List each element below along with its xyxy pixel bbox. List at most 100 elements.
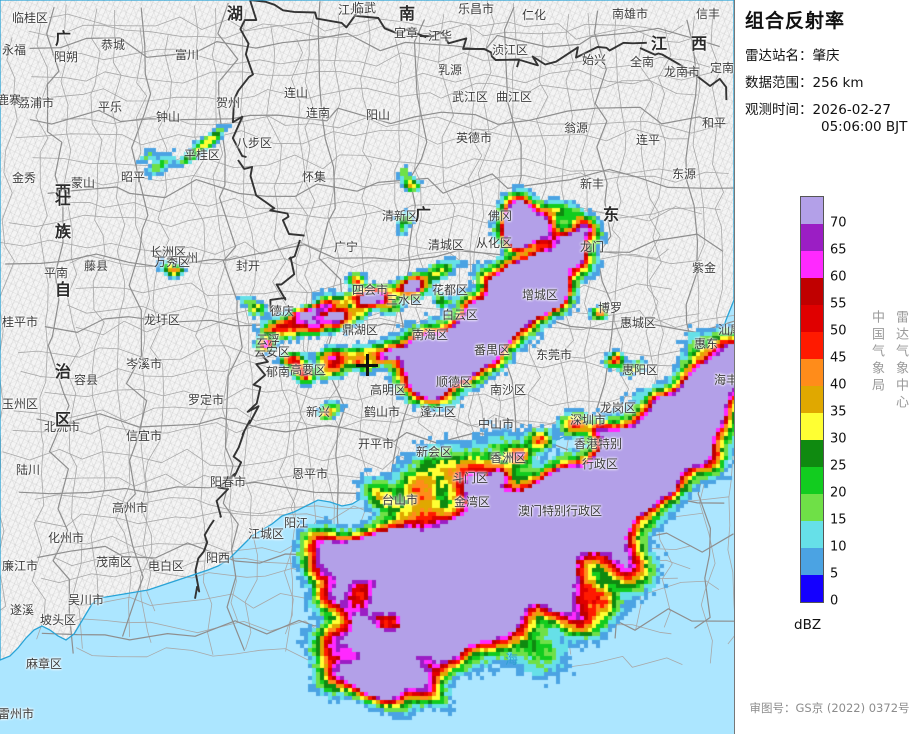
map-place-label: 桂平市 bbox=[1, 315, 39, 329]
map-province-label: 广 bbox=[54, 29, 74, 48]
map-province-label: 自 bbox=[54, 280, 74, 299]
colorbar-segment bbox=[801, 197, 823, 224]
map-place-label: 开平市 bbox=[357, 437, 395, 451]
map-place-label: 茂南区 bbox=[95, 555, 133, 569]
map-place-label: 佛冈 bbox=[487, 209, 513, 223]
map-place-label: 龙圩区 bbox=[143, 313, 181, 327]
colorbar-tick-label: 60 bbox=[830, 269, 847, 285]
map-place-label: 清城区 bbox=[427, 238, 465, 252]
colorbar-segment bbox=[801, 575, 823, 602]
map-place-label: 增城区 bbox=[521, 288, 559, 302]
map-place-label: 雷州市 bbox=[0, 707, 35, 721]
info-panel: 组合反射率 雷达站名：肇庆 数据范围：256 km 观测时间：2026-02-2… bbox=[734, 0, 924, 734]
colorbar-segment bbox=[801, 494, 823, 521]
time-value-date: 2026-02-27 bbox=[812, 102, 891, 118]
map-place-label: 曲江区 bbox=[495, 90, 533, 104]
colorbar-tick-label: 30 bbox=[830, 431, 847, 447]
map-place-label: 云浮 bbox=[255, 333, 281, 347]
map-place-label: 云安区 bbox=[253, 345, 291, 359]
map-place-label: 阳山 bbox=[365, 108, 391, 122]
map-place-label: 白云区 bbox=[441, 308, 479, 322]
map-place-label: 斗门区 bbox=[451, 471, 489, 485]
map-place-label: 八步区 bbox=[235, 136, 273, 150]
map-place-label: 连山 bbox=[283, 86, 309, 100]
map-place-label: 藤县 bbox=[83, 259, 109, 273]
map-province-label: 东 bbox=[602, 205, 622, 224]
map-place-label: 清新区 bbox=[381, 209, 419, 223]
colorbar-tick-label: 5 bbox=[830, 566, 839, 582]
map-sea-label: 海 bbox=[504, 653, 522, 668]
map-province-label: 西 bbox=[54, 182, 74, 201]
map-place-label: 博罗 bbox=[597, 301, 623, 315]
map-place-label: 玉州区 bbox=[1, 397, 39, 411]
map-place-label: 平乐 bbox=[97, 100, 123, 114]
map-place-label: 化州市 bbox=[47, 531, 85, 545]
brand-column-2: 雷达气象中心 bbox=[893, 310, 908, 412]
map-place-label: 坡头区 bbox=[39, 613, 77, 627]
map-place-label: 从化区 bbox=[475, 236, 513, 250]
map-province-label: 湖 bbox=[226, 4, 246, 23]
map-place-label: 北流市 bbox=[43, 420, 81, 434]
map-place-label: 麻章区 bbox=[25, 657, 63, 671]
map-place-label: 广宁 bbox=[333, 240, 359, 254]
map-place-label: 高要区 bbox=[289, 363, 327, 377]
colorbar-segment bbox=[801, 224, 823, 251]
map-province-label: 广 bbox=[414, 205, 434, 224]
map-place-label: 信宜市 bbox=[125, 429, 163, 443]
map-place-label: 行政区 bbox=[581, 457, 619, 471]
colorbar-segment bbox=[801, 305, 823, 332]
map-place-label: 荔浦市 bbox=[17, 96, 55, 110]
station-value: 肇庆 bbox=[812, 48, 840, 64]
range-value: 256 km bbox=[812, 75, 864, 91]
map-place-label: 武江区 bbox=[451, 90, 489, 104]
map-place-label: 香洲区 bbox=[489, 451, 527, 465]
map-place-label: 阳江 bbox=[283, 516, 309, 530]
map-place-label: 鹿寨 bbox=[0, 93, 22, 107]
map-place-label: 香港特别 bbox=[573, 437, 623, 451]
colorbar-tick-label: 45 bbox=[830, 350, 847, 366]
map-place-label: 钟山 bbox=[155, 110, 181, 124]
map-place-label: 四会市 bbox=[351, 283, 389, 297]
map-place-label: 惠城区 bbox=[619, 316, 657, 330]
colorbar-tick-label: 35 bbox=[830, 404, 847, 420]
radar-station-marker bbox=[356, 354, 378, 376]
map-place-label: 龙门 bbox=[579, 240, 605, 254]
map-place-label: 封开 bbox=[235, 259, 261, 273]
map-place-label: 连平 bbox=[635, 133, 661, 147]
map-province-label: 区 bbox=[54, 410, 74, 429]
colorbar bbox=[800, 196, 824, 603]
map-place-label: 英德市 bbox=[455, 131, 493, 145]
map-place-label: 海丰 bbox=[713, 373, 734, 387]
colorbar-segment bbox=[801, 386, 823, 413]
map-place-label: 梧州 bbox=[173, 251, 199, 265]
map-place-label: 鼎湖区 bbox=[341, 323, 379, 337]
colorbar-tick-label: 50 bbox=[830, 323, 847, 339]
colorbar-segment bbox=[801, 467, 823, 494]
map-place-label: 台山市 bbox=[381, 493, 419, 507]
colorbar-tick-label: 20 bbox=[830, 485, 847, 501]
colorbar-tick-label: 65 bbox=[830, 242, 847, 258]
map-place-label: 东源 bbox=[671, 167, 697, 181]
map-approval-number: 审图号：GS京 (2022) 0372号 bbox=[749, 701, 910, 715]
map-place-label: 南海区 bbox=[411, 328, 449, 342]
radar-map[interactable]: 临桂区 永福 恭城 阳朔 富川 江永 江华 临武 宜章 乐昌市 仁化 南雄市 信丰 荔浦市 鹿寨 平乐 钟山 贺州… bbox=[0, 0, 734, 734]
page-title: 组合反射率 bbox=[745, 10, 846, 32]
map-province-label: 壮 bbox=[54, 189, 74, 208]
colorbar-segment bbox=[801, 440, 823, 467]
map-place-label: 新丰 bbox=[579, 177, 605, 191]
colorbar-tick-label: 70 bbox=[830, 215, 847, 231]
agency-branding: 中国气象局 雷达气象中心 bbox=[866, 310, 914, 412]
map-place-label: 连南 bbox=[305, 106, 331, 120]
map-place-label: 鹤山市 bbox=[363, 405, 401, 419]
map-province-label: 南 bbox=[398, 4, 418, 23]
range-label: 数据范围： bbox=[745, 75, 813, 91]
map-place-label: 阳朔 bbox=[53, 50, 79, 64]
colorbar-tick-label: 25 bbox=[830, 458, 847, 474]
map-place-label: 番禺区 bbox=[473, 343, 511, 357]
map-place-label: 翁源 bbox=[563, 121, 589, 135]
map-place-label: 南沙区 bbox=[489, 383, 527, 397]
map-place-label: 长洲区 bbox=[149, 245, 187, 259]
map-place-label: 容县 bbox=[73, 373, 99, 387]
map-province-label: 江 bbox=[650, 34, 670, 53]
map-place-label: 浈江区 bbox=[491, 43, 529, 57]
